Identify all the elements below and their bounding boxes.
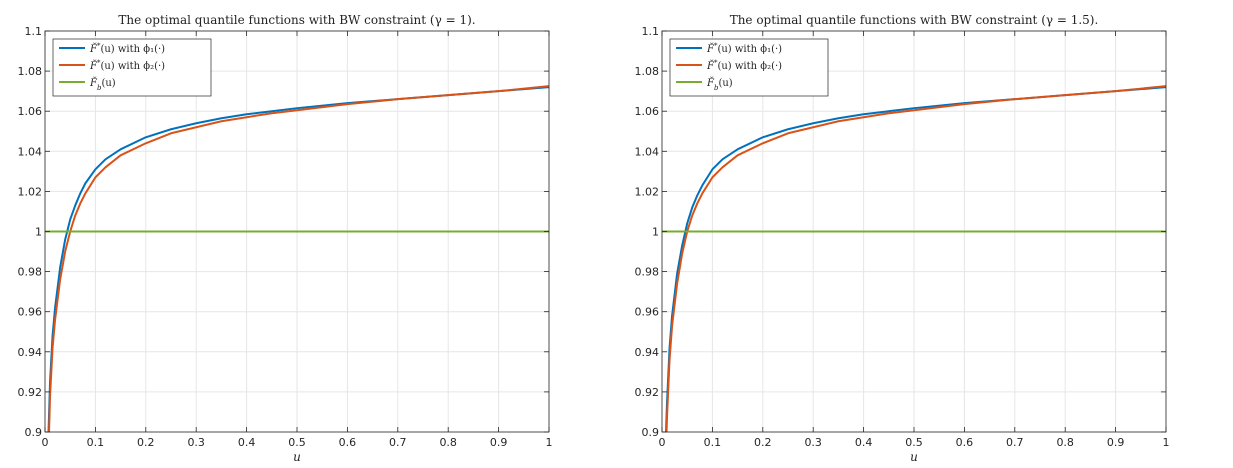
y-tick-label: 1.08 [18,65,43,78]
x-tick-label: 0.3 [187,436,205,449]
legend: F̆*(u) with ϕ₁(·) F̆*(u) with ϕ₂(·) F̆b(u) [52,38,212,97]
chart-svg: 0 0.1 0.2 0.3 0.4 0.5 0.6 0.7 0.8 0.9 1 0.9 0.92 0.94… [635,13,1170,464]
series-line-2 [665,85,1166,432]
x-tick-label: 0.1 [704,436,722,449]
legend-label-1: F̆*(u) with ϕ₁(·) [706,42,782,55]
legend: F̆*(u) with ϕ₁(·) F̆*(u) with ϕ₂(·) F̆b(u) [669,38,829,97]
x-tick-label: 0.2 [754,436,772,449]
y-tick-label: 1.06 [635,105,660,118]
y-tick-label: 1.02 [635,185,660,198]
x-tick-label: 0.2 [137,436,155,449]
chart-left: 0 0.1 0.2 0.3 0.4 0.5 0.6 0.7 0.8 0.9 1 0.9 0.92 0.94… [0,0,616,468]
y-tick-label: 1.1 [25,25,43,38]
x-tick-label: 0 [42,436,49,449]
y-tick-label: 0.94 [635,346,660,359]
x-tick-label: 0 [659,436,666,449]
y-tick-label: 1.06 [18,105,43,118]
y-tick-label: 1 [652,226,659,239]
y-tick-label: 0.9 [25,426,43,439]
y-tick-label: 1.02 [18,185,43,198]
series-line-2 [48,85,549,432]
chart-svg: 0 0.1 0.2 0.3 0.4 0.5 0.6 0.7 0.8 0.9 1 0.9 0.92 0.94… [18,13,553,464]
legend-label-2: F̆*(u) with ϕ₂(·) [706,59,782,72]
legend-label-3: F̆b(u) [89,77,116,92]
x-tick-label: 0.9 [490,436,508,449]
x-tick-label: 0.3 [804,436,822,449]
y-tick-label: 0.98 [635,266,660,279]
y-tick-label: 0.92 [18,386,43,399]
x-tick-label: 0.8 [439,436,457,449]
x-tick-label: 0.7 [389,436,407,449]
x-tick-label: 0.5 [288,436,306,449]
chart-title: The optimal quantile functions with BW c… [118,13,475,27]
x-tick-label: 0.5 [905,436,923,449]
x-axis-label: u [293,450,301,464]
chart-title: The optimal quantile functions with BW c… [730,13,1099,27]
x-tick-label: 0.4 [855,436,873,449]
y-tick-label: 0.94 [18,346,43,359]
y-tick-label: 1 [35,226,42,239]
x-tick-label: 1 [1163,436,1170,449]
x-tick-label: 0.8 [1056,436,1074,449]
y-tick-label: 1.04 [18,145,43,158]
x-tick-label: 0.9 [1107,436,1125,449]
x-tick-label: 1 [546,436,553,449]
x-tick-label: 0.7 [1006,436,1024,449]
chart-right: 0 0.1 0.2 0.3 0.4 0.5 0.6 0.7 0.8 0.9 1 0.9 0.92 0.94… [617,0,1233,468]
y-tick-label: 0.98 [18,266,43,279]
legend-label-2: F̆*(u) with ϕ₂(·) [89,59,165,72]
x-axis-label: u [910,450,918,464]
y-tick-label: 0.9 [642,426,660,439]
y-tick-label: 0.96 [18,306,43,319]
x-tick-label: 0.6 [956,436,974,449]
x-tick-label: 0.6 [339,436,357,449]
y-tick-label: 1.08 [635,65,660,78]
y-tick-label: 0.96 [635,306,660,319]
x-tick-label: 0.4 [238,436,256,449]
legend-label-1: F̆*(u) with ϕ₁(·) [89,42,165,55]
y-tick-label: 0.92 [635,386,660,399]
legend-label-3: F̆b(u) [706,77,733,92]
y-tick-label: 1.04 [635,145,660,158]
y-tick-label: 1.1 [642,25,660,38]
x-tick-label: 0.1 [87,436,105,449]
